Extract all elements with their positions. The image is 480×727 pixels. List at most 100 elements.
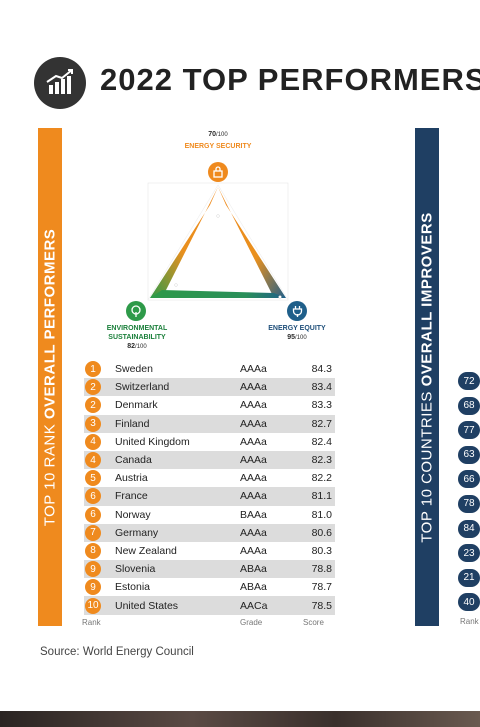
table-row: 5 Austria AAAa 82.2 xyxy=(84,469,335,487)
grade-cell: AAAa xyxy=(240,381,267,394)
score-cell: 81.0 xyxy=(311,508,332,521)
improver-rank-badge: 63 xyxy=(458,445,480,464)
plug-icon xyxy=(287,301,307,321)
rank-badge: 6 xyxy=(85,488,101,505)
country-cell: Finland xyxy=(115,417,150,430)
rank-badge: 1 xyxy=(85,361,101,378)
score-cell: 78.8 xyxy=(311,563,332,576)
rank-badge: 2 xyxy=(85,397,101,414)
grade-cell: ABAa xyxy=(240,581,267,594)
score-cell: 82.7 xyxy=(311,417,332,430)
rank-badge: 5 xyxy=(85,470,101,487)
table-row: 1 Sweden AAAa 84.3 xyxy=(84,360,335,378)
grade-cell: AAAa xyxy=(240,435,267,448)
table-row: 9 Slovenia ABAa 78.8 xyxy=(84,560,335,579)
page-title: 2022 TOP PERFORMERS xyxy=(100,62,480,97)
country-cell: Estonia xyxy=(115,581,151,594)
column-header-rank: Rank xyxy=(82,618,101,627)
grade-cell: ABAa xyxy=(240,563,267,576)
country-cell: France xyxy=(115,490,148,503)
improvers-rank-list: 72 68 77 63 66 78 84 23 21 40 xyxy=(458,372,480,618)
table-row: 6 France AAAa 81.1 xyxy=(84,487,335,506)
edge-environment-equity xyxy=(150,290,286,298)
energy-security-score: 70/100 xyxy=(208,131,228,138)
country-cell: Slovenia xyxy=(115,563,156,576)
column-header-score: Score xyxy=(303,618,324,627)
source-note: Source: World Energy Council xyxy=(40,646,194,658)
country-cell: Canada xyxy=(115,454,152,467)
grade-cell: AAAa xyxy=(240,526,267,539)
score-cell: 81.1 xyxy=(311,490,332,503)
country-cell: United States xyxy=(115,599,179,612)
table-row: 4 United Kingdom AAAa 82.4 xyxy=(84,433,335,451)
improver-rank-badge: 66 xyxy=(458,470,480,489)
grade-cell: AAAa xyxy=(240,417,267,430)
improvers-rank-header: Rank xyxy=(460,617,479,626)
table-row: 7 Germany AAAa 80.6 xyxy=(84,523,335,542)
grade-cell: BAAa xyxy=(240,508,267,521)
country-cell: Denmark xyxy=(115,399,158,412)
improver-rank-badge: 21 xyxy=(458,568,480,587)
score-cell: 82.4 xyxy=(311,435,332,448)
score-cell: 83.3 xyxy=(311,399,332,412)
table-row: 4 Canada AAAa 82.3 xyxy=(84,450,335,470)
rank-badge: 4 xyxy=(85,452,101,469)
improver-rank-badge: 68 xyxy=(458,396,480,415)
rank-badge: 10 xyxy=(85,597,101,614)
bottom-photo-strip xyxy=(0,711,480,727)
column-header-grade: Grade xyxy=(240,618,263,627)
bar-emphasis: OVERALL PERFORMERS xyxy=(41,228,59,419)
improver-rank-badge: 84 xyxy=(458,519,480,538)
country-cell: Germany xyxy=(115,526,159,539)
country-cell: United Kingdom xyxy=(115,435,190,448)
bar-chart-growth-icon xyxy=(46,69,73,94)
table-row: 9 Estonia ABAa 78.7 xyxy=(84,578,335,596)
grade-cell: AAAa xyxy=(240,454,267,467)
bar-prefix: TOP 10 RANK xyxy=(41,423,59,526)
performers-table: 1 Sweden AAAa 84.3 2 Switzerland AAAa 83.4 2 Denm… xyxy=(84,360,335,615)
lock-icon xyxy=(208,162,228,182)
improver-rank-badge: 23 xyxy=(458,544,480,563)
environmental-sustainability-name: ENVIRONMENTAL SUSTAINABILITY xyxy=(106,325,168,341)
overall-improvers-bar: TOP 10 COUNTRIES OVERALL IMPROVERS xyxy=(415,128,439,626)
rank-badge: 4 xyxy=(85,433,101,450)
grade-cell: AAAa xyxy=(240,363,267,376)
country-cell: Austria xyxy=(115,472,148,485)
grade-cell: AAAa xyxy=(240,399,267,412)
improver-rank-badge: 78 xyxy=(458,494,480,513)
table-row: 8 New Zealand AAAa 80.3 xyxy=(84,542,335,560)
table-row: 2 Switzerland AAAa 83.4 xyxy=(84,378,335,397)
improver-rank-badge: 40 xyxy=(458,593,480,612)
overall-improvers-label: TOP 10 COUNTRIES OVERALL IMPROVERS xyxy=(419,212,436,542)
overall-performers-bar: TOP 10 RANK OVERALL PERFORMERS xyxy=(38,128,62,626)
country-cell: Switzerland xyxy=(115,381,170,394)
grade-cell: AACa xyxy=(240,599,268,612)
improver-rank-badge: 77 xyxy=(458,421,480,440)
bar-emphasis: OVERALL IMPROVERS xyxy=(418,211,436,386)
overall-performers-label: TOP 10 RANK OVERALL PERFORMERS xyxy=(42,228,59,526)
score-cell: 82.2 xyxy=(311,472,332,485)
rank-badge: 9 xyxy=(85,561,101,578)
table-row: 10 United States AACa 78.5 xyxy=(84,596,335,615)
trilemma-triangle xyxy=(147,182,289,301)
bar-prefix: TOP 10 COUNTRIES xyxy=(418,390,436,543)
score-cell: 80.6 xyxy=(311,526,332,539)
energy-security-name: ENERGY SECURITY xyxy=(184,143,252,150)
grade-cell: AAAa xyxy=(240,472,267,485)
score-cell: 78.7 xyxy=(311,581,332,594)
rank-badge: 8 xyxy=(85,542,101,559)
rank-badge: 3 xyxy=(85,415,101,432)
country-cell: Sweden xyxy=(115,363,153,376)
country-cell: New Zealand xyxy=(115,544,177,557)
header-logo xyxy=(34,57,86,109)
tree-icon xyxy=(126,301,146,321)
grade-cell: AAAa xyxy=(240,490,267,503)
energy-security-label: 70/100 ENERGY SECURITY xyxy=(183,130,253,151)
grade-cell: AAAa xyxy=(240,544,267,557)
environmental-sustainability-score: 82/100 xyxy=(127,343,147,350)
rank-badge: 6 xyxy=(85,506,101,523)
energy-equity-score: 95/100 xyxy=(287,334,307,341)
score-cell: 84.3 xyxy=(311,363,332,376)
country-cell: Norway xyxy=(115,508,151,521)
energy-equity-label: ENERGY EQUITY 95/100 xyxy=(267,324,327,343)
